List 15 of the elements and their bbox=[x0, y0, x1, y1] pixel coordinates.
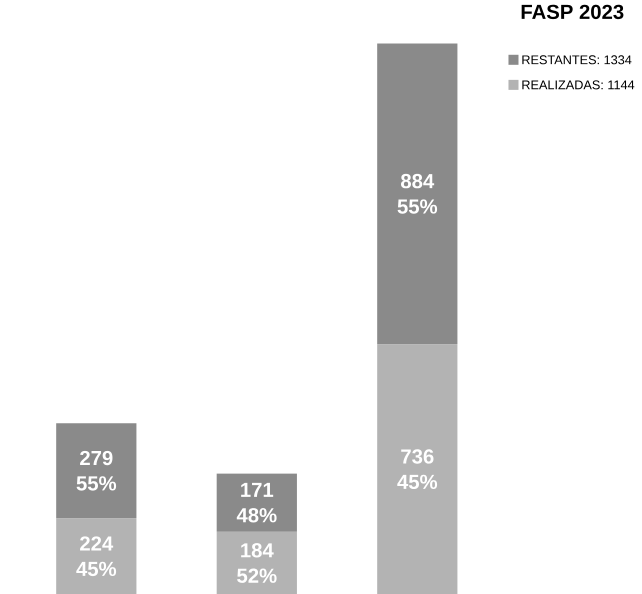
legend-label: RESTANTES: 1334 bbox=[522, 55, 632, 64]
data-label: 736 45% bbox=[397, 449, 438, 489]
data-label: 171 48% bbox=[236, 482, 277, 522]
data-label: 184 52% bbox=[237, 542, 277, 583]
text: FASP 2023 bbox=[522, 4, 624, 19]
bar bbox=[56, 423, 136, 518]
legend-label: REALIZADAS: 1144 bbox=[522, 80, 634, 90]
data-label: 884 55% bbox=[398, 174, 438, 214]
bar bbox=[377, 43, 458, 344]
data-label: 279 55% bbox=[76, 450, 116, 490]
data-label: 224 45% bbox=[76, 536, 116, 576]
bar bbox=[216, 473, 297, 532]
bar bbox=[56, 518, 136, 594]
bar bbox=[216, 532, 297, 594]
bar bbox=[377, 344, 458, 594]
